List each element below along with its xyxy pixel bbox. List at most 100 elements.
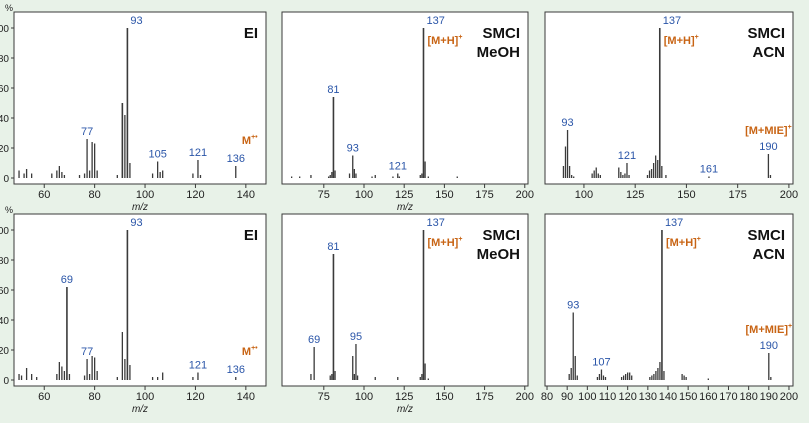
y-tick-label: 20 [0,346,9,357]
ion-label-superscript: + [697,236,701,243]
x-tick-label: 60 [38,189,50,201]
spectrum-panel: 100 125 150 175 200 SMCI ACN 137 [M+H]+ 93 121 161 1… [544,11,798,201]
x-tick-label: 100 [578,391,596,403]
x-tick-label: 175 [475,391,493,403]
panel-frame [13,11,267,185]
x-tick-label: 140 [237,189,255,201]
y-tick-label: 100 [0,24,9,35]
x-tick-label: 200 [516,391,534,403]
ion-label: [M+H]+ [666,236,701,249]
peak-label: 137 [426,15,444,27]
panel-frame [544,11,794,185]
x-tick-label: 175 [475,189,493,201]
y-tick-label: 40 [0,114,9,125]
peak-label: 107 [592,357,610,369]
x-tick-label: 100 [136,391,154,403]
ion-label: [M+MIE]+ [745,124,792,137]
panel-title: SMCI [748,227,786,244]
x-tick-label: 125 [395,189,413,201]
x-tick-label: 190 [760,391,778,403]
peak-label: 190 [760,340,778,352]
x-tick-label: 160 [699,391,717,403]
x-tick-label: 150 [435,391,453,403]
x-tick-label: 125 [395,391,413,403]
peak-label: 95 [350,331,362,343]
ion-label-superscript: + [458,34,462,41]
ion-label: [M+MIE]+ [746,323,793,336]
peak-label: 93 [130,15,142,27]
spectrum-panel: 75 100 125 150 175 200 m/z SMCI MeOH 137 [M+H]+ 81 6… [281,213,534,415]
y-tick-label: 0 [3,174,9,185]
x-tick-label: 100 [355,189,373,201]
x-tick-label: 140 [659,391,677,403]
x-tick-label: 80 [89,189,101,201]
panel-title: ACN [753,246,786,263]
ion-label-superscript: + [788,323,792,330]
panel-title: ACN [753,44,786,61]
x-axis-label: m/z [132,202,148,213]
ion-label-superscript: +• [251,134,258,141]
peak-label: 93 [567,300,579,312]
panel-title: MeOH [477,246,520,263]
x-tick-label: 125 [626,189,644,201]
y-tick-label: 40 [0,316,9,327]
panel-frame [281,213,529,387]
panel-frame [544,213,794,387]
x-tick-label: 100 [136,189,154,201]
peak-label: 136 [227,364,245,376]
x-tick-label: 110 [599,391,617,403]
peak-label: 81 [327,84,339,96]
peak-label: 121 [389,161,407,173]
peak-label: 77 [81,126,93,138]
panel-title: SMCI [748,25,786,42]
ion-label-superscript: + [695,34,699,41]
x-tick-label: 175 [728,189,746,201]
x-tick-label: 150 [679,391,697,403]
x-tick-label: 120 [186,391,204,403]
y-tick-label: 60 [0,84,9,95]
x-tick-label: 120 [186,189,204,201]
peak-label: 190 [759,141,777,153]
x-tick-label: 100 [355,391,373,403]
y-axis-label: % [5,205,13,215]
peak-label: 121 [618,150,636,162]
y-tick-label: 60 [0,286,9,297]
panel-frame [13,213,267,387]
x-tick-label: 140 [237,391,255,403]
ion-label: [M+H]+ [664,34,699,47]
ion-label-superscript: + [458,236,462,243]
panel-title: MeOH [477,44,520,61]
panel-title: SMCI [483,25,521,42]
y-tick-label: 100 [0,226,9,237]
panel-title: SMCI [483,227,521,244]
x-axis-label: m/z [397,202,413,213]
peak-label: 137 [426,217,444,229]
x-tick-label: 100 [575,189,593,201]
spectrum-panel: 80 90 100 110 120 130 140 150 160 170 180 190 200SMC… [541,213,798,403]
x-tick-label: 75 [318,391,330,403]
x-tick-label: 80 [541,391,553,403]
x-tick-label: 180 [739,391,757,403]
x-tick-label: 200 [516,189,534,201]
peak-label: 69 [308,334,320,346]
peak-label: 93 [347,143,359,155]
peak-label: 121 [189,147,207,159]
peak-label: 161 [700,164,718,176]
peak-label: 137 [663,15,681,27]
x-tick-label: 200 [780,189,798,201]
panel-frame [281,11,529,185]
y-tick-label: 80 [0,256,9,267]
ion-label-superscript: + [788,124,792,131]
panel-title: EI [244,227,258,244]
ion-label: [M+H]+ [427,236,462,249]
x-tick-label: 75 [318,189,330,201]
x-tick-label: 90 [561,391,573,403]
peak-label: 77 [81,346,93,358]
ion-label: [M+H]+ [427,34,462,47]
x-tick-label: 80 [89,391,101,403]
x-axis-label: m/z [132,404,148,415]
peak-label: 105 [148,149,166,161]
x-tick-label: 150 [677,189,695,201]
